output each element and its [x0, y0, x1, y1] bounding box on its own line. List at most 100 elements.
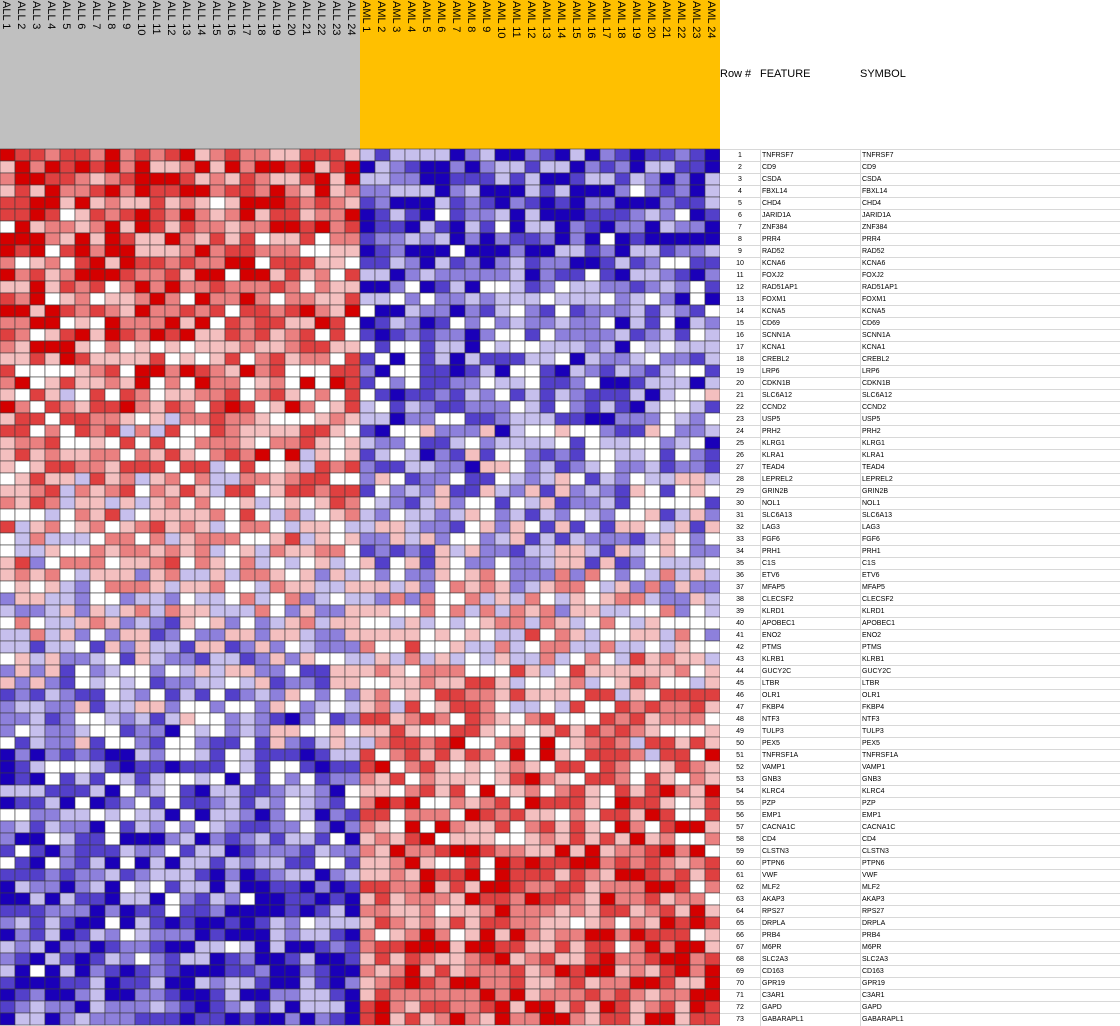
heatmap-cell	[179, 580, 196, 594]
heatmap-cell	[254, 376, 271, 390]
heatmap-cell	[149, 472, 166, 486]
heatmap-cell	[29, 400, 46, 414]
heatmap-cell	[614, 640, 631, 654]
heatmap-cell	[614, 976, 631, 990]
heatmap-cell	[314, 148, 331, 162]
heatmap-cell	[389, 544, 406, 558]
heatmap-cell	[344, 700, 361, 714]
heatmap-cell	[614, 388, 631, 402]
heatmap-cell	[689, 616, 706, 630]
heatmap-cell	[449, 880, 466, 894]
heatmap-cell	[359, 280, 376, 294]
heatmap-cell	[239, 232, 256, 246]
heatmap-cell	[449, 436, 466, 450]
heatmap-cell	[299, 580, 316, 594]
heatmap-cell	[599, 532, 616, 546]
heatmap-cell	[104, 676, 121, 690]
heatmap-cell	[299, 652, 316, 666]
heatmap-cell	[509, 664, 526, 678]
heatmap-cell	[494, 1000, 511, 1014]
table-row: 39 KLRD1 KLRD1	[720, 605, 1120, 618]
heatmap-cell	[449, 856, 466, 870]
heatmap-cell	[614, 808, 631, 822]
heatmap-cell	[419, 412, 436, 426]
heatmap-cell	[119, 1000, 136, 1014]
heatmap-cell	[644, 460, 661, 474]
heatmap-cell	[524, 1012, 541, 1026]
heatmap-cell	[239, 652, 256, 666]
heatmap-cell	[59, 820, 76, 834]
heatmap-cell	[134, 532, 151, 546]
heatmap-cell	[614, 208, 631, 222]
heatmap-cell	[179, 412, 196, 426]
heatmap-cell	[329, 604, 346, 618]
heatmap-cell	[584, 292, 601, 306]
heatmap-cell	[389, 880, 406, 894]
heatmap-cell	[434, 472, 451, 486]
heatmap-cell	[374, 808, 391, 822]
heatmap-cell	[569, 700, 586, 714]
heatmap-cell	[74, 544, 91, 558]
heatmap-cell	[344, 304, 361, 318]
heatmap-cell	[674, 508, 691, 522]
heatmap-cell	[599, 676, 616, 690]
heatmap-cell	[284, 184, 301, 198]
heatmap-cell	[494, 220, 511, 234]
heatmap-cell	[149, 664, 166, 678]
heatmap-cell	[464, 976, 481, 990]
heatmap-cell	[44, 292, 61, 306]
heatmap-cell	[539, 340, 556, 354]
heatmap-cell	[524, 736, 541, 750]
heatmap-cell	[0, 436, 16, 450]
heatmap-cell	[659, 448, 676, 462]
heatmap-cell	[224, 808, 241, 822]
heatmap-cell	[314, 1000, 331, 1014]
heatmap-cell	[299, 916, 316, 930]
heatmap-cell	[284, 484, 301, 498]
heatmap-cell	[374, 388, 391, 402]
heatmap-cell	[74, 436, 91, 450]
heatmap-cell	[479, 940, 496, 954]
heatmap-cell	[614, 940, 631, 954]
heatmap-cell	[239, 400, 256, 414]
heatmap-cell	[704, 628, 720, 642]
heatmap-cell	[554, 376, 571, 390]
heatmap-cell	[134, 328, 151, 342]
heatmap-cell	[179, 328, 196, 342]
heatmap-cell	[29, 772, 46, 786]
heatmap-cell	[704, 556, 720, 570]
heatmap-cell	[119, 712, 136, 726]
heatmap-cell	[44, 964, 61, 978]
heatmap-cell	[14, 784, 31, 798]
heatmap-cell	[14, 556, 31, 570]
heatmap-cell	[59, 460, 76, 474]
heatmap-cell	[299, 616, 316, 630]
heatmap-cell	[449, 496, 466, 510]
heatmap-cell	[704, 952, 720, 966]
heatmap-cell	[329, 448, 346, 462]
heatmap-cell	[404, 532, 421, 546]
heatmap-cell	[509, 496, 526, 510]
heatmap-cell	[74, 232, 91, 246]
heatmap-cell	[509, 964, 526, 978]
heatmap-cell	[344, 808, 361, 822]
heatmap-cell	[584, 772, 601, 786]
heatmap-cell	[569, 820, 586, 834]
heatmap-cell	[344, 232, 361, 246]
feature-cell: SLC6A13	[760, 510, 860, 522]
heatmap-cell	[614, 544, 631, 558]
heatmap-cell	[629, 508, 646, 522]
heatmap-cell	[269, 868, 286, 882]
heatmap-cell	[449, 448, 466, 462]
heatmap-cell	[674, 364, 691, 378]
heatmap-cell	[224, 484, 241, 498]
heatmap-cell	[224, 1000, 241, 1014]
heatmap-cell	[569, 424, 586, 438]
heatmap-cell	[134, 976, 151, 990]
heatmap-cell	[0, 928, 16, 942]
heatmap-cell	[224, 532, 241, 546]
heatmap-cell	[494, 232, 511, 246]
heatmap-cell	[509, 532, 526, 546]
heatmap-cell	[449, 868, 466, 882]
heatmap-cell	[479, 856, 496, 870]
